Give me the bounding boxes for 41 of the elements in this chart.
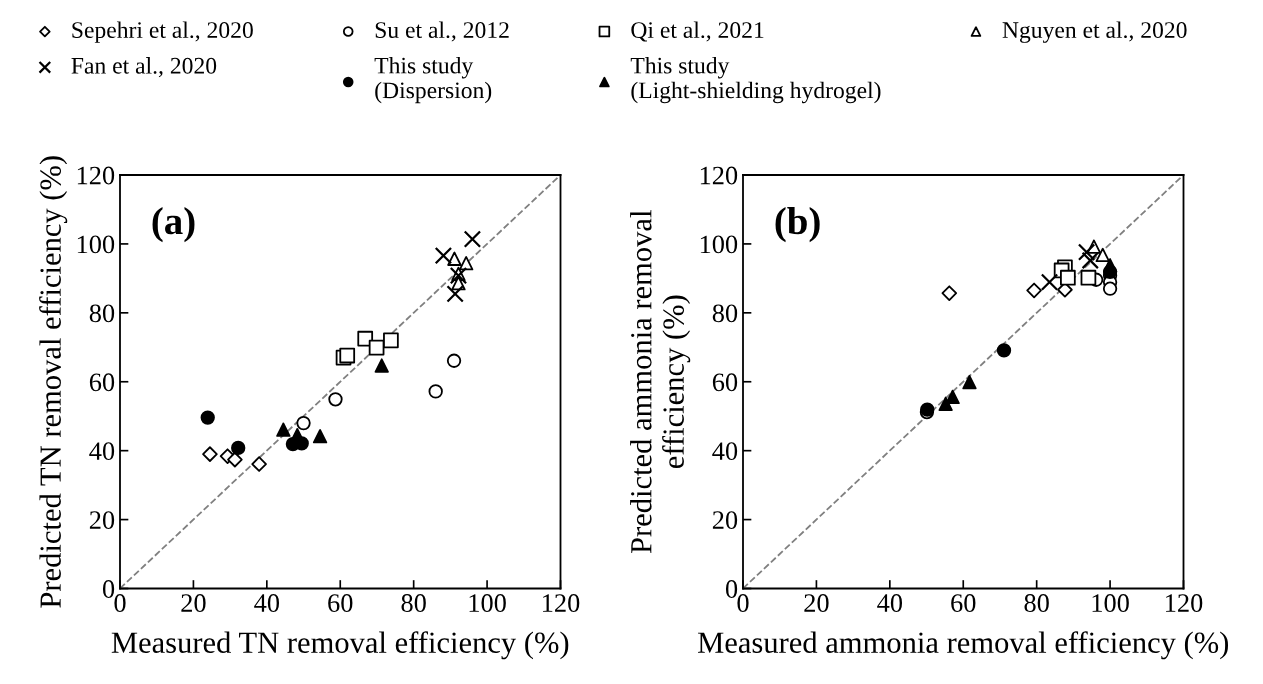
x-tick-label: 20 — [181, 594, 206, 612]
y-tick-label: 120 — [700, 166, 738, 185]
y-tick-label: 40 — [712, 442, 738, 461]
x-tick-label: 40 — [877, 594, 903, 612]
legend-label: Su et al., 2012 — [375, 21, 509, 42]
x-tick-label: 120 — [543, 594, 580, 612]
y-tick-label: 20 — [712, 511, 738, 529]
y-tick-label: 80 — [712, 304, 738, 323]
y-tick-label: 20 — [89, 511, 115, 529]
x-tick-label: 60 — [328, 594, 353, 612]
y-tick-label: 0 — [725, 580, 738, 598]
x-axis-title: Measured TN removal efficiency (%) — [111, 631, 569, 660]
x-tick-label: 100 — [469, 594, 506, 612]
annotation: (b) — [775, 206, 820, 243]
annotation: (a) — [152, 206, 195, 243]
y-tick-label: 40 — [89, 442, 115, 461]
y-tick-label: 100 — [77, 235, 115, 254]
x-tick-label: 80 — [401, 594, 426, 612]
x-tick-label: 120 — [1166, 594, 1203, 612]
y-axis-title: Predicted TN removal efficiency (%) — [39, 156, 68, 608]
legend-label: Sepehri et al., 2020 — [72, 21, 253, 43]
y-tick-label: 120 — [77, 166, 115, 185]
x-tick-label: 0 — [737, 594, 749, 612]
legend-label: This study (Dispersion) — [374, 56, 492, 104]
y-tick-label: 60 — [712, 373, 738, 392]
x-tick-label: 40 — [254, 594, 280, 612]
y-tick-label: 80 — [89, 304, 115, 323]
legend-label: This study (Light-shielding hydrogel) — [630, 56, 881, 104]
x-tick-label: 80 — [1024, 594, 1049, 612]
x-tick-label: 100 — [1092, 594, 1129, 612]
y-tick-label: 100 — [700, 235, 738, 254]
y-tick-label: 0 — [102, 580, 115, 598]
y-tick-label: 60 — [89, 373, 115, 392]
y-axis-title: Predicted ammonia removal efficiency (%) — [630, 210, 691, 554]
legend-label: Nguyen et al., 2020 — [1002, 21, 1187, 43]
x-tick-label: 20 — [804, 594, 829, 612]
legend-label: Fan et al., 2020 — [71, 57, 217, 78]
legend-label: Qi et al., 2021 — [631, 21, 764, 42]
x-axis-title: Measured ammonia removal efficiency (%) — [698, 631, 1229, 660]
x-tick-label: 60 — [951, 594, 976, 612]
x-tick-label: 0 — [114, 594, 126, 612]
